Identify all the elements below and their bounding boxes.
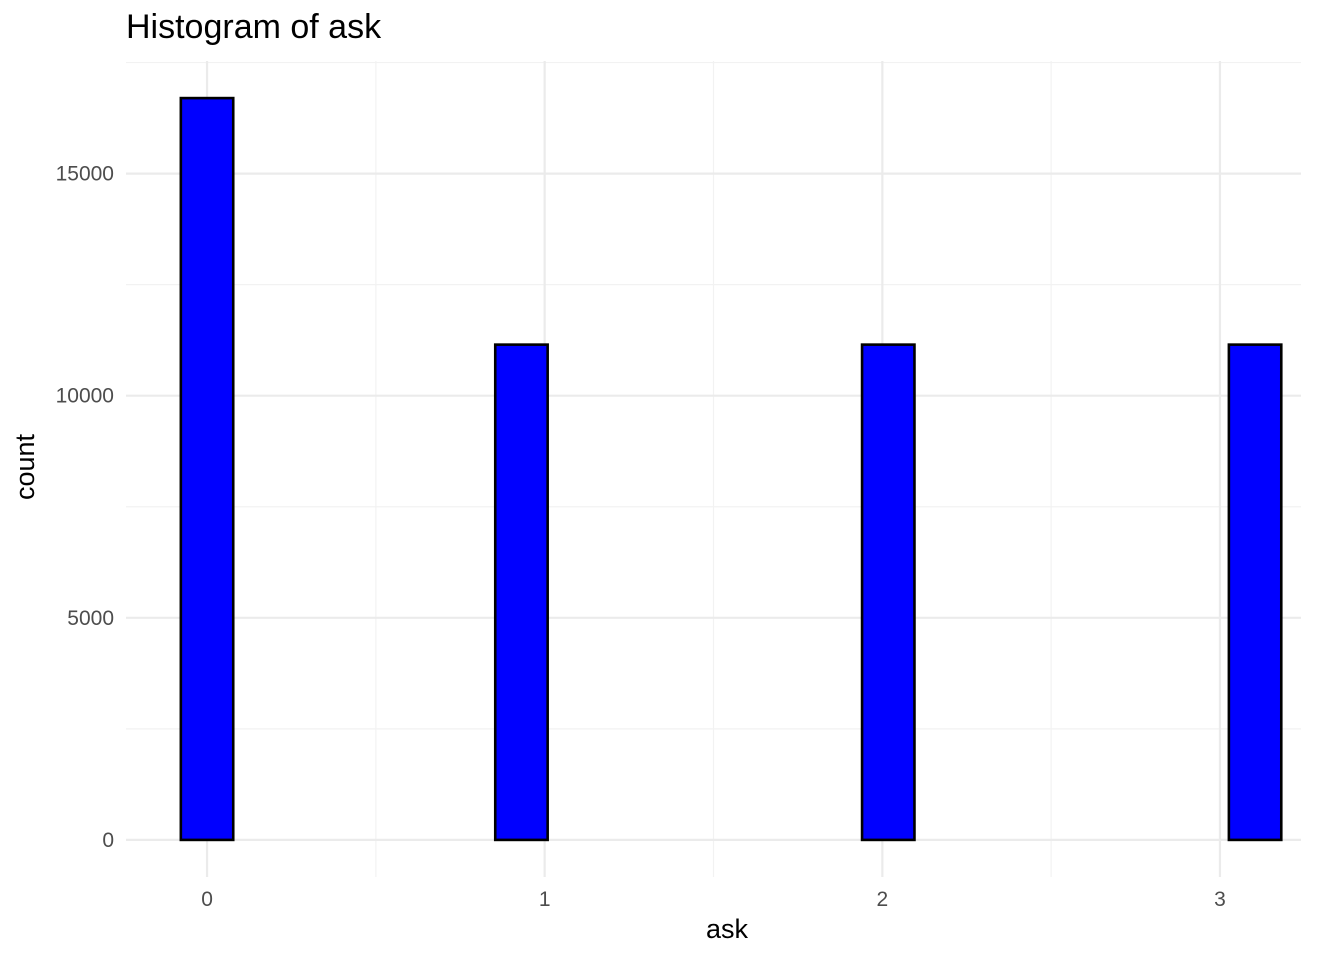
y-tick-label: 15000 bbox=[56, 163, 114, 186]
grid-lines bbox=[126, 61, 1301, 877]
x-axis-ticks: 0 1 2 3 bbox=[201, 888, 1226, 911]
histogram-bar bbox=[860, 343, 916, 842]
x-tick-label: 2 bbox=[876, 888, 888, 911]
y-tick-label: 10000 bbox=[56, 385, 114, 408]
histogram-bar bbox=[1227, 343, 1283, 842]
y-axis-title: count bbox=[10, 433, 40, 500]
bars bbox=[179, 96, 1283, 842]
x-tick-label: 1 bbox=[539, 888, 551, 911]
x-tick-label: 0 bbox=[201, 888, 213, 911]
chart-title: Histogram of ask bbox=[126, 8, 382, 46]
histogram-bar bbox=[493, 343, 549, 842]
x-tick-label: 3 bbox=[1214, 888, 1226, 911]
histogram-bar bbox=[179, 96, 235, 842]
y-axis-ticks: 0 5000 10000 15000 bbox=[56, 163, 114, 852]
y-tick-label: 5000 bbox=[67, 607, 114, 630]
y-tick-label: 0 bbox=[102, 829, 114, 852]
x-axis-title: ask bbox=[706, 914, 749, 944]
